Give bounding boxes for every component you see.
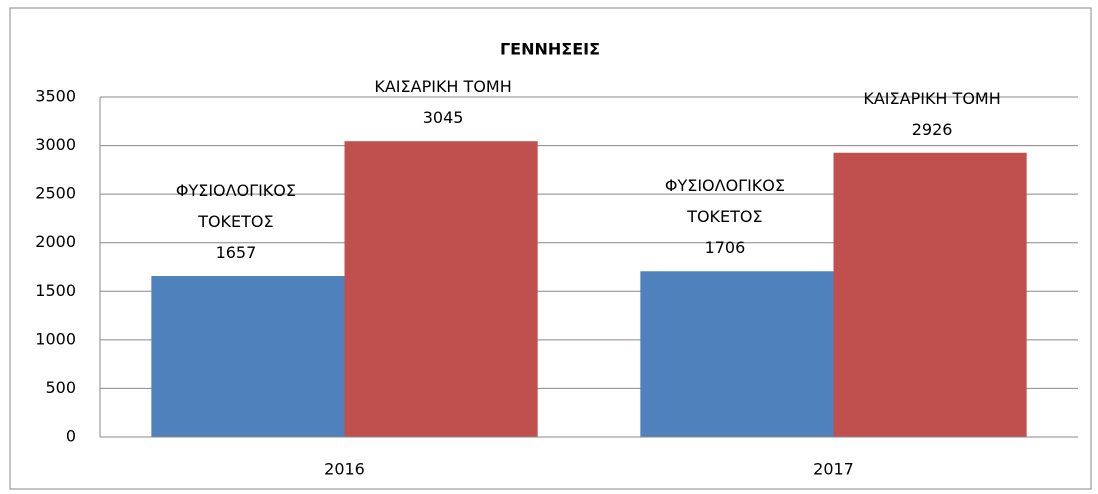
bar	[833, 152, 1027, 437]
x-tick-label: 2017	[813, 460, 854, 479]
data-label: ΦΥΣΙΟΛΟΓΙΚΟΣ ΤΟΚΕΤΟΣ 1657	[141, 175, 331, 268]
data-label-value: 1657	[215, 243, 257, 263]
data-label-value: 1706	[704, 238, 746, 258]
data-label-value: 2926	[911, 119, 953, 139]
data-label-series: ΦΥΣΙΟΛΟΓΙΚΟΣ ΤΟΚΕΤΟΣ	[664, 176, 785, 227]
data-label-series: ΚΑΙΣΑΡΙΚΗ ΤΟΜΗ	[374, 77, 512, 97]
y-tick-label: 1000	[35, 329, 76, 348]
y-tick-label: 1500	[35, 281, 76, 300]
y-tick-label: 3500	[35, 87, 76, 106]
data-label: ΚΑΙΣΑΡΙΚΗ ΤΟΜΗ 3045	[348, 71, 538, 133]
chart-title: ΓΕΝΝΗΣΕΙΣ	[500, 40, 600, 59]
y-tick-label: 3000	[35, 135, 76, 154]
bar	[344, 141, 538, 437]
data-label-value: 3045	[422, 108, 464, 128]
y-tick-label: 2000	[35, 232, 76, 251]
y-tick-label: 500	[45, 378, 76, 397]
data-label: ΦΥΣΙΟΛΟΓΙΚΟΣ ΤΟΚΕΤΟΣ 1706	[630, 170, 820, 263]
data-label-series: ΚΑΙΣΑΡΙΚΗ ΤΟΜΗ	[863, 88, 1001, 108]
bar	[151, 276, 345, 437]
bar	[640, 271, 834, 437]
data-label-series: ΦΥΣΙΟΛΟΓΙΚΟΣ ΤΟΚΕΤΟΣ	[175, 181, 296, 232]
y-tick-label: 0	[66, 427, 76, 446]
data-label: ΚΑΙΣΑΡΙΚΗ ΤΟΜΗ 2926	[837, 83, 1027, 145]
x-tick-label: 2016	[324, 460, 365, 479]
y-tick-label: 2500	[35, 184, 76, 203]
